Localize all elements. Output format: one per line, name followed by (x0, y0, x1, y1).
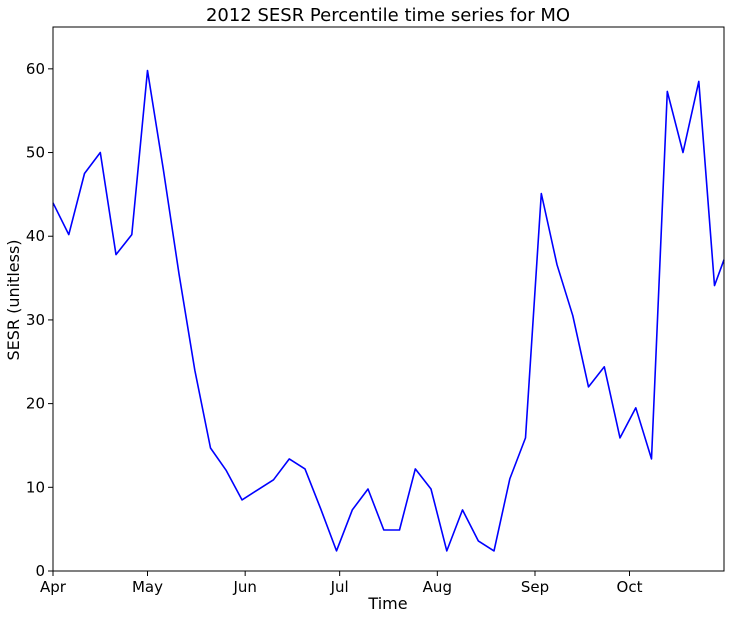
plot-area: 0 10 20 30 40 50 60 Apr May Jun Jul Aug Sep Oct (26, 26, 725, 596)
x-tick-label: Oct (617, 578, 643, 596)
x-tick-label: Jul (330, 578, 349, 596)
chart-title: 2012 SESR Percentile time series for MO (206, 5, 570, 26)
y-tick-label: 0 (35, 562, 45, 580)
plot-frame (52, 26, 725, 572)
y-tick-label: 40 (26, 227, 45, 245)
x-tick-label: Sep (521, 578, 549, 596)
x-tick-label: Jun (232, 578, 256, 596)
y-tick-label: 50 (26, 144, 45, 162)
x-axis-label: Time (367, 594, 407, 613)
y-tick-label: 30 (26, 311, 45, 329)
x-tick-label: Aug (423, 578, 452, 596)
x-tick-label: Apr (40, 578, 67, 596)
x-tick-label: May (132, 578, 163, 596)
y-tick-label: 10 (26, 478, 45, 496)
y-tick-label: 60 (26, 60, 45, 78)
y-axis-label: SESR (unitless) (4, 239, 23, 360)
y-tick-label: 20 (26, 395, 45, 413)
series-line-0 (52, 69, 725, 552)
